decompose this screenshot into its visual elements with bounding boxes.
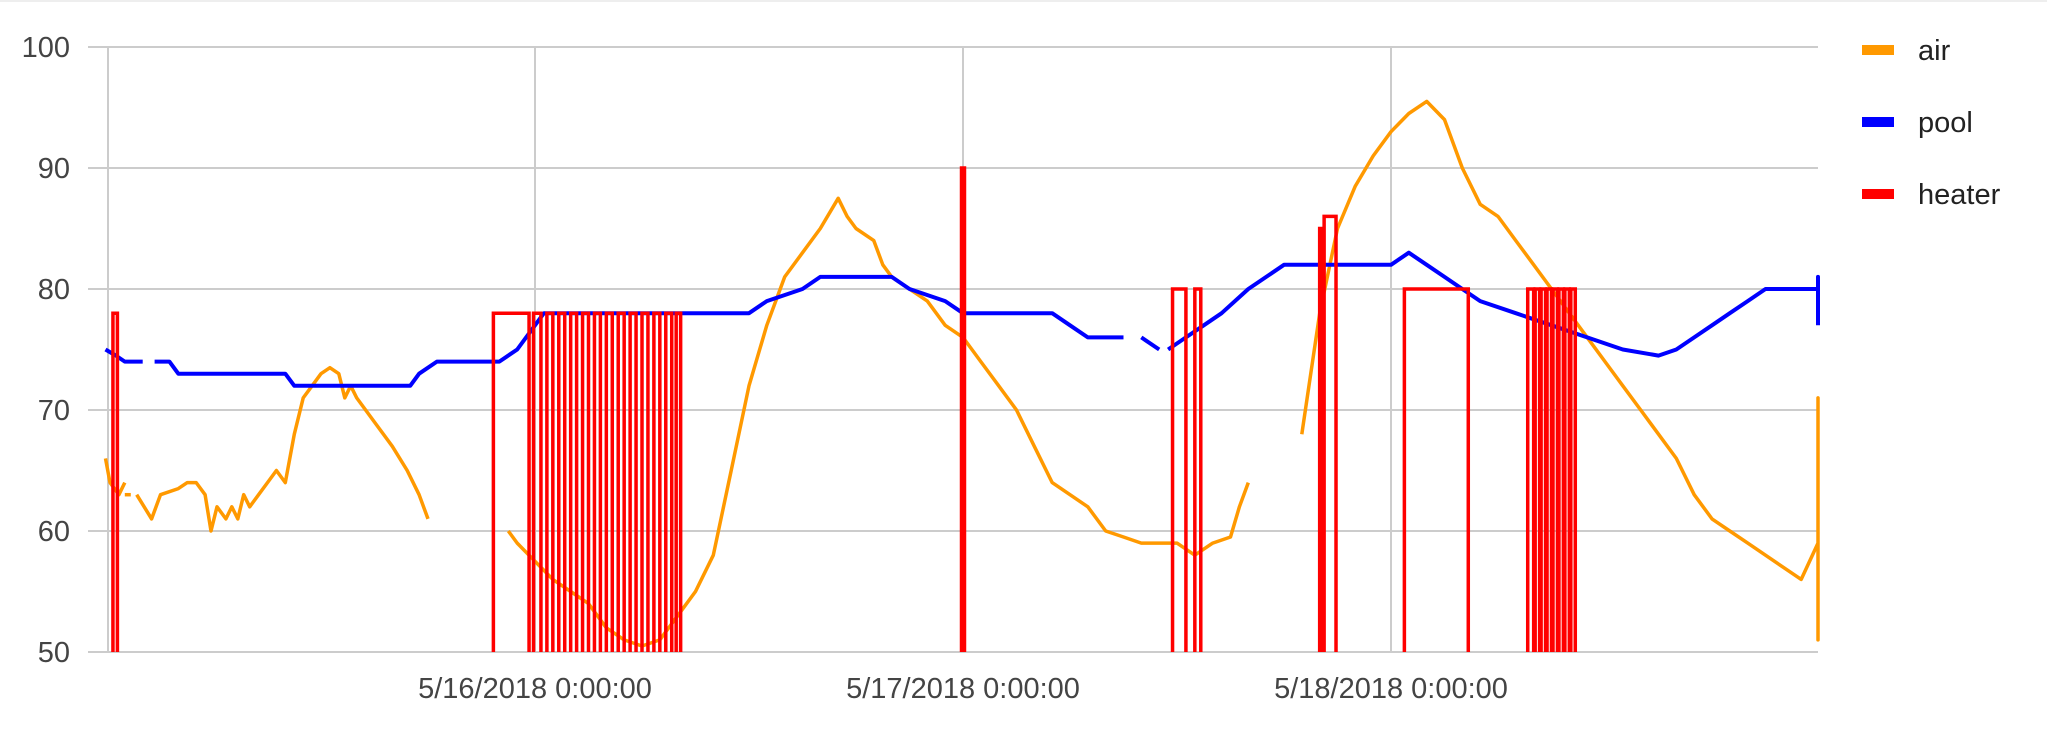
- heater-pulse-15: [959, 166, 967, 652]
- legend-label-pool: pool: [1918, 107, 1973, 139]
- y-tick-label-60: 60: [38, 516, 70, 548]
- heater-pulse-20: [1402, 287, 1471, 652]
- top-border: [0, 0, 2047, 2]
- legend-swatch-air: [1862, 45, 1894, 55]
- x-tick-label-3: 5/18/2018 0:00:00: [1274, 673, 1508, 705]
- heater-pulse-18: [1317, 226, 1325, 652]
- air-line-segment-2: [135, 365, 430, 533]
- x-tick-label-2: 5/17/2018 0:00:00: [846, 673, 1080, 705]
- gridlines: [88, 46, 1818, 653]
- heater-pulse-9: [616, 311, 626, 652]
- heater-pulse-23: [1539, 287, 1548, 652]
- heater-pulse-25: [1551, 287, 1560, 652]
- heater-pulse-26: [1557, 287, 1566, 652]
- heater-pulse-16: [1170, 287, 1188, 652]
- pool-line-segment-0: [104, 347, 143, 364]
- y-tick-label-80: 80: [38, 274, 70, 306]
- heater-pulse-14: [674, 311, 683, 652]
- pool-line-segment-2: [1140, 335, 1161, 352]
- y-tick-label-90: 90: [38, 153, 70, 185]
- pool-line-segment-1: [154, 274, 1124, 388]
- air-line-segment-3: [506, 196, 1250, 648]
- heater-pulse-22: [1533, 287, 1542, 652]
- legend: air pool heater: [1862, 35, 2001, 211]
- heater-pulse-19: [1322, 214, 1338, 652]
- heater-pulse-12: [652, 311, 662, 652]
- heater-pulse-6: [580, 311, 591, 652]
- heater-pulse-4: [557, 311, 567, 652]
- heater-pulse-13: [664, 311, 674, 652]
- heater-pulse-1: [491, 311, 531, 652]
- heater-pulse-11: [640, 311, 650, 652]
- y-tick-label-70: 70: [38, 395, 70, 427]
- heater-pulse-2: [531, 311, 543, 652]
- series-heater: [111, 166, 1578, 652]
- series-layer: [103, 99, 1820, 652]
- heater-pulse-10: [628, 311, 638, 652]
- y-tick-label-100: 100: [22, 32, 70, 64]
- x-tick-label-1: 5/16/2018 0:00:00: [418, 673, 652, 705]
- legend-swatch-heater: [1862, 189, 1894, 199]
- air-line-segment-4: [1300, 99, 1820, 642]
- heater-pulse-5: [568, 311, 579, 652]
- heater-pulse-24: [1545, 287, 1554, 652]
- y-tick-label-50: 50: [38, 637, 70, 669]
- heater-pulse-3: [545, 311, 555, 652]
- axis-labels: 50 60 70 80 90 100 5/16/2018 0:00:00 5/17/2018 …: [22, 32, 1508, 705]
- heater-pulse-7: [592, 311, 603, 652]
- heater-pulse-0: [111, 311, 120, 652]
- legend-label-air: air: [1918, 35, 1951, 67]
- pool-line-segment-3: [1166, 250, 1820, 358]
- heater-pulse-27: [1563, 287, 1572, 652]
- series-air: [103, 99, 1820, 648]
- heater-pulse-28: [1569, 287, 1578, 652]
- legend-swatch-pool: [1862, 117, 1894, 127]
- heater-pulse-8: [604, 311, 615, 652]
- heater-pulse-21: [1525, 287, 1536, 652]
- heater-pulse-17: [1193, 287, 1203, 652]
- legend-label-heater: heater: [1918, 179, 2001, 211]
